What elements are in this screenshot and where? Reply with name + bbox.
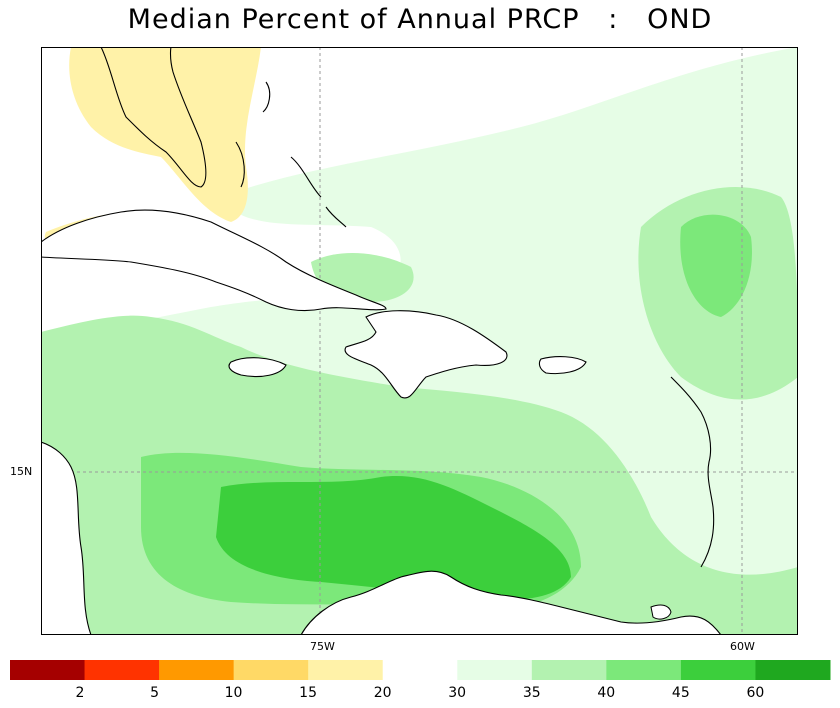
legend-swatch: [531, 660, 607, 680]
florida-coast: [100, 47, 207, 188]
legend-swatch: [84, 660, 160, 680]
map-panel: [41, 47, 798, 635]
legend-swatch: [233, 660, 309, 680]
color-legend: [10, 660, 831, 680]
legend-swatch: [457, 660, 533, 680]
legend-label: 10: [224, 685, 243, 701]
cuba-coast: [41, 209, 387, 312]
lat-label-15n: 15N: [10, 465, 33, 478]
trinidad-island: [650, 604, 672, 620]
shade-15-20-florida: [69, 47, 262, 222]
legend-label: 5: [150, 685, 159, 701]
coastlines: [41, 47, 722, 635]
legend-swatch: [308, 660, 384, 680]
bahamas-island-4: [325, 206, 347, 228]
legend-label: 40: [597, 685, 616, 701]
precip-map: [41, 47, 798, 635]
legend-label: 45: [671, 685, 690, 701]
legend-swatch: [159, 660, 235, 680]
hispaniola-coast: [344, 310, 508, 399]
legend-swatch: [755, 660, 831, 680]
lon-label-75w: 75W: [310, 640, 335, 653]
central-america-coast: [41, 441, 92, 635]
bahamas-island-2: [262, 81, 271, 113]
legend-label: 15: [299, 685, 317, 701]
legend-swatch: [606, 660, 682, 680]
map-frame: [41, 47, 798, 635]
jamaica-coast: [228, 357, 287, 378]
bahamas-coast: [235, 141, 245, 188]
lesser-antilles: [670, 376, 715, 568]
map-title: Median Percent of Annual PRCP : OND: [127, 4, 713, 35]
legend-swatch: [10, 660, 86, 680]
legend-swatch: [382, 660, 458, 680]
legend-label: 20: [373, 685, 392, 701]
legend-label: 60: [746, 685, 765, 701]
legend-label: 30: [448, 685, 467, 701]
puerto-rico-coast: [538, 356, 587, 375]
legend-label: 35: [522, 685, 541, 701]
south-america-coast: [300, 570, 722, 635]
lon-label-60w: 60W: [730, 640, 755, 653]
shade-45-60: [216, 476, 571, 600]
bahamas-island-3: [290, 156, 322, 198]
shade-40-45-east: [680, 214, 752, 317]
legend-swatch: [680, 660, 756, 680]
legend-label: 2: [75, 685, 85, 701]
